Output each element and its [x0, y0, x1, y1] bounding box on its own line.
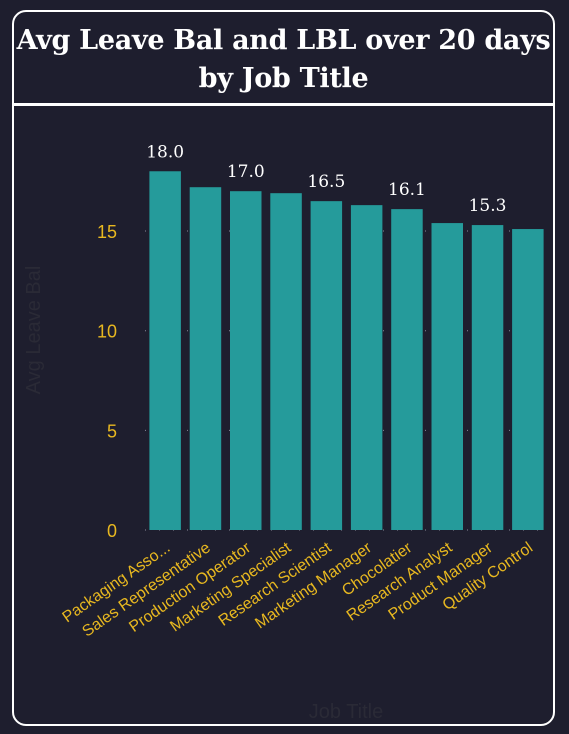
data-label: 16.5: [307, 172, 345, 192]
y-tick-label: 10: [97, 322, 117, 342]
bar[interactable]: [391, 209, 423, 530]
chart-title: Avg Leave Bal and LBL over 20 days by Jo…: [14, 22, 553, 98]
y-tick-label: 5: [107, 421, 117, 441]
bar[interactable]: [310, 201, 343, 530]
title-divider: [14, 103, 553, 106]
x-axis-title: Job Title: [309, 701, 383, 723]
bar[interactable]: [512, 229, 544, 530]
data-label: 16.1: [388, 180, 426, 200]
data-label: 15.3: [469, 196, 507, 216]
bar[interactable]: [350, 205, 383, 531]
bar[interactable]: [270, 193, 302, 531]
chart-title-line-1: Avg Leave Bal and LBL over 20 days: [16, 25, 551, 56]
data-label: 18.0: [146, 142, 184, 162]
bar[interactable]: [189, 187, 222, 531]
data-label: 17.0: [227, 162, 265, 182]
y-axis-title: Avg Leave Bal: [23, 266, 45, 395]
bar[interactable]: [431, 223, 464, 530]
bar[interactable]: [471, 225, 504, 531]
bar[interactable]: [230, 191, 262, 530]
y-tick-label: 15: [97, 222, 117, 242]
y-tick-label: 0: [107, 521, 117, 541]
bar[interactable]: [149, 171, 181, 530]
chart-title-line-2: by Job Title: [198, 63, 369, 94]
